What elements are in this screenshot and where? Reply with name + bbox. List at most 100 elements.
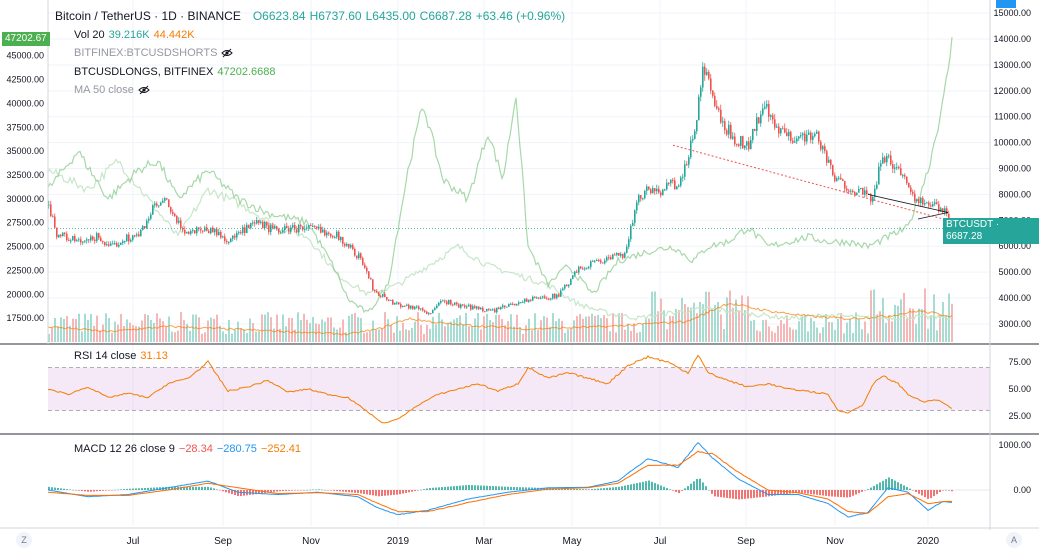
candle-body [770, 115, 772, 117]
volume-bar [735, 299, 737, 342]
volume-bar [642, 323, 644, 342]
macd-histogram-bar [69, 489, 71, 490]
hidden-eye-icon[interactable] [138, 85, 150, 95]
rsi-tick-label: 50.00 [1008, 384, 1031, 394]
macd-histogram-bar [882, 480, 884, 490]
volume-bar [870, 290, 872, 342]
macd-histogram-bar [909, 488, 911, 490]
macd-histogram-bar [123, 489, 125, 490]
candle-body [520, 302, 522, 304]
volume-bar [810, 317, 812, 342]
macd-legend[interactable]: MACD 12 26 close 9 −28.34 −280.75 −252.4… [74, 443, 301, 455]
macd-histogram-bar [492, 486, 494, 490]
candle-body [564, 284, 566, 289]
macd-histogram-bar [360, 490, 362, 494]
candle-body [126, 234, 128, 242]
volume-bar [192, 314, 194, 342]
macd-histogram-bar [741, 490, 743, 500]
shorts-legend[interactable]: BITFINEX:BTCUSDSHORTS [74, 47, 234, 59]
volume-bar [708, 291, 710, 342]
volume-bar [645, 317, 647, 342]
candle-body [804, 133, 806, 142]
right-tick-label: 8000.00 [998, 189, 1031, 199]
macd-histogram-bar [849, 490, 851, 498]
candle-body [832, 165, 834, 176]
candle-body [212, 227, 214, 233]
volume-bar [555, 321, 557, 342]
candle-body [470, 304, 472, 310]
volume-bar [84, 313, 86, 342]
candle-body [486, 308, 488, 312]
volume-bar [51, 327, 53, 342]
zoom-button[interactable]: Z [16, 532, 32, 548]
volume-bar [351, 313, 353, 342]
macd-histogram-bar [390, 490, 392, 496]
macd-histogram-bar [486, 485, 488, 490]
volume-bar [210, 317, 212, 342]
macd-histogram-bar [495, 486, 497, 490]
candle-body [708, 72, 710, 79]
ma-legend[interactable]: MA 50 close [74, 84, 150, 96]
volume-bar [363, 333, 365, 342]
candle-body [88, 239, 90, 241]
candle-body [906, 176, 908, 184]
volume-bar [438, 312, 440, 342]
macd-histogram-bar [126, 488, 128, 490]
macd-histogram-bar [678, 490, 680, 494]
x-tick-label: Jul [127, 536, 140, 547]
macd-histogram-bar [891, 479, 893, 490]
rsi-legend[interactable]: RSI 14 close 31.13 [74, 350, 168, 362]
macd-histogram-bar [876, 484, 878, 490]
macd-histogram-bar [498, 486, 500, 490]
candle-body [620, 253, 622, 256]
vol-label: Vol 20 [74, 29, 105, 41]
symbol-title[interactable]: Bitcoin / TetherUS · 1D · BINANCE O6623.… [55, 9, 565, 23]
candle-body [872, 196, 874, 202]
volume-bar [558, 318, 560, 342]
macd-tick-label: 0.00 [1013, 485, 1031, 495]
macd-histogram-bar [783, 490, 785, 495]
macd-histogram-bar [303, 490, 305, 491]
macd-histogram-bar [624, 485, 626, 490]
candle-body [406, 304, 408, 306]
volume-bar [150, 320, 152, 342]
macd-histogram-bar [327, 490, 329, 491]
macd-histogram-bar [831, 490, 833, 497]
candle-body [144, 226, 146, 229]
candle-body [496, 307, 498, 313]
volume-bar [726, 297, 728, 342]
candle-body [948, 213, 950, 220]
longs-legend[interactable]: BTCUSDLONGS, BITFINEX 47202.6688 [74, 66, 275, 78]
auto-scale-button[interactable]: A [1006, 532, 1022, 548]
x-tick-label: May [563, 536, 582, 547]
candle-body [724, 121, 726, 131]
macd-histogram-bar [759, 490, 761, 498]
open-value: O6623.84 [252, 9, 306, 23]
candle-body [820, 141, 822, 150]
volume-bar [783, 323, 785, 342]
volume-bar [405, 329, 407, 342]
candle-body [650, 189, 652, 194]
candle-body [318, 226, 320, 229]
candle-body [56, 227, 58, 238]
candle-body [338, 231, 340, 241]
macd-histogram-bar [171, 486, 173, 490]
volume-bar [837, 318, 839, 342]
candle-body [518, 302, 520, 305]
volume-bar [450, 321, 452, 342]
candle-body [146, 220, 148, 229]
vol-legend[interactable]: Vol 20 39.216K 44.442K [74, 29, 195, 41]
volume-bar [411, 328, 413, 342]
volume-bar [267, 312, 269, 342]
candle-body [784, 128, 786, 133]
volume-bar [765, 319, 767, 342]
hidden-eye-icon[interactable] [221, 48, 234, 58]
candle-body [374, 290, 376, 292]
macd-histogram-bar [354, 490, 356, 493]
candle-body [332, 236, 334, 238]
settings-strip[interactable] [996, 0, 1016, 8]
candle-body [414, 306, 416, 309]
macd-histogram-bar [318, 489, 320, 490]
volume-bar [468, 326, 470, 342]
